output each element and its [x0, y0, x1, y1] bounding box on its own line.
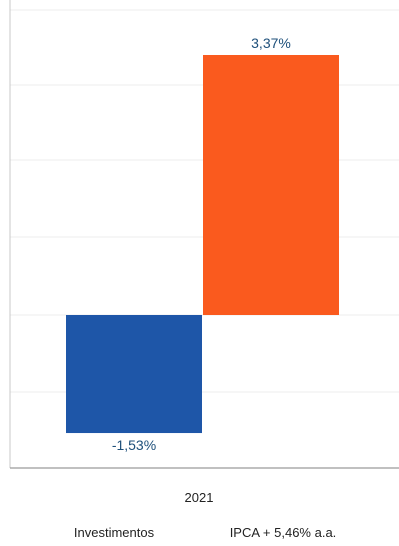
- legend: Investimentos IPCA + 5,46% a.a.: [74, 525, 336, 540]
- data-label-investimentos: -1,53%: [112, 437, 156, 453]
- bar-investimentos-2021: [66, 315, 202, 434]
- data-label-ipca: 3,37%: [251, 35, 291, 51]
- bar-ipca-2021: [203, 55, 339, 315]
- bars: [66, 55, 339, 434]
- data-labels: -1,53% 3,37%: [112, 35, 291, 453]
- category-label: 2021: [185, 490, 214, 505]
- legend-item-investimentos: Investimentos: [74, 525, 155, 540]
- legend-item-ipca: IPCA + 5,46% a.a.: [230, 525, 337, 540]
